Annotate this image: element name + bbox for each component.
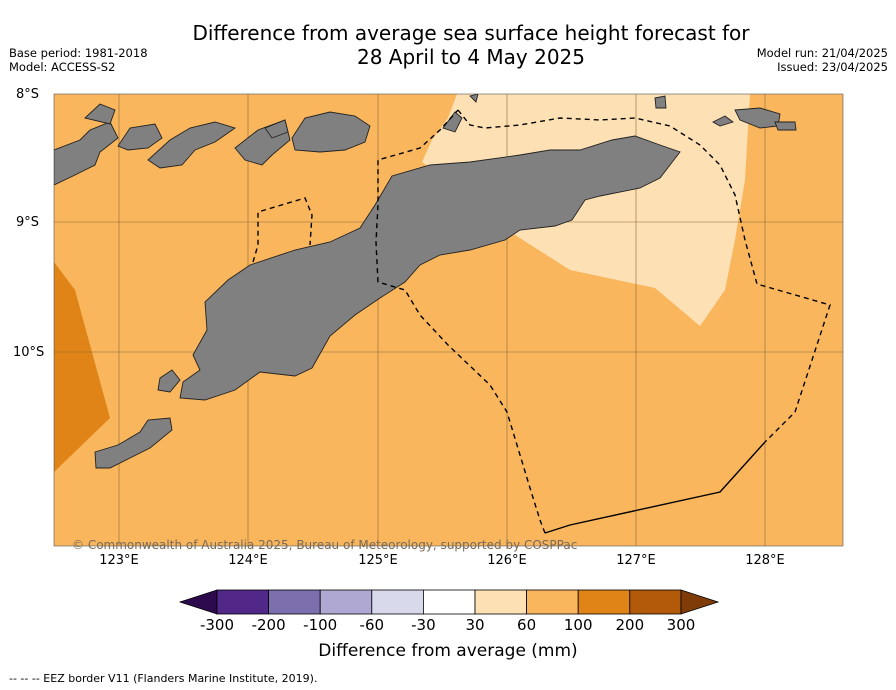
lon-label-128e: 128°E: [745, 553, 785, 568]
colorbar-segment-200-300: [629, 589, 682, 615]
colorbar-segment-n30-30: [422, 589, 476, 615]
colorbar: [178, 589, 720, 615]
colorbar-title: Difference from average (mm): [318, 641, 578, 661]
alor-island: [291, 111, 371, 153]
lon-label-123e: 123°E: [99, 553, 139, 568]
lon-label-125e: 125°E: [358, 553, 398, 568]
colorbar-tick: 100: [563, 616, 593, 634]
flores-east-island: [54, 121, 119, 186]
colorbar-segment-n300-n200: [216, 589, 269, 615]
timor-island: [179, 135, 681, 401]
eez-border: [252, 109, 831, 534]
title-line-2: 28 April to 4 May 2025: [357, 45, 585, 69]
islet-5: [469, 94, 479, 103]
map-title: Difference from average sea surface heig…: [0, 21, 896, 69]
islet-1: [84, 103, 116, 125]
lon-label-124e: 124°E: [228, 553, 268, 568]
rote-island: [94, 417, 173, 469]
lembata-island: [147, 121, 237, 169]
colorbar-segment-n100-n60: [319, 589, 373, 615]
colorbar-tick: -300: [199, 616, 235, 634]
lat-label-10s: 10°S: [13, 345, 45, 360]
colorbar-tick: -60: [359, 616, 385, 634]
colorbar-tick: -30: [411, 616, 436, 634]
meta-right: Model run: 21/04/2025 Issued: 23/04/2025: [757, 46, 888, 74]
adonara-island: [117, 123, 163, 151]
eez-legend-note: -- -- -- EEZ border V11 (Flanders Marine…: [9, 672, 318, 685]
map-frame: [53, 93, 844, 547]
lat-label-9s: 9°S: [16, 215, 40, 230]
semau-island: [157, 369, 181, 393]
base-period: Base period: 1981-2018: [9, 46, 148, 60]
colorbar-tick: -100: [303, 616, 338, 634]
colorbar-segment-n200-n100: [268, 589, 321, 615]
colorbar-segment-max-extend: [680, 589, 720, 615]
colorbar-tick: 30: [465, 616, 485, 634]
lat-label-8s: 8°S: [16, 87, 40, 102]
anomaly-100-200-region: [54, 262, 110, 472]
model-run: Model run: 21/04/2025: [756, 46, 888, 60]
wetar-east-islet: [774, 121, 797, 131]
model-name: Model: ACCESS-S2: [9, 60, 116, 74]
colorbar-segment-n60-n30: [371, 589, 424, 615]
islet-3: [712, 115, 734, 127]
title-line-1: Difference from average sea surface heig…: [192, 21, 750, 45]
colorbar-tick: 200: [615, 616, 645, 634]
colorbar-segment-min-extend: [178, 589, 218, 615]
colorbar-tick: 60: [517, 616, 537, 634]
colorbar-segment-100-200: [577, 589, 631, 615]
islet-4: [654, 95, 667, 109]
lon-label-126e: 126°E: [487, 553, 527, 568]
islet-2: [264, 119, 289, 139]
issued-date: Issued: 23/04/2025: [777, 60, 888, 74]
map-panel: [54, 94, 843, 546]
colorbar-tick: -200: [251, 616, 286, 634]
land-masses: [54, 94, 797, 469]
meta-left: Base period: 1981-2018 Model: ACCESS-S2: [9, 46, 148, 74]
colorbar-segment-60-100: [526, 589, 579, 615]
colorbar-tick: 300: [666, 616, 696, 634]
copyright-notice: © Commonwealth of Australia 2025, Bureau…: [72, 538, 578, 552]
lon-label-127e: 127°E: [616, 553, 656, 568]
colorbar-segment-30-60: [474, 589, 527, 615]
